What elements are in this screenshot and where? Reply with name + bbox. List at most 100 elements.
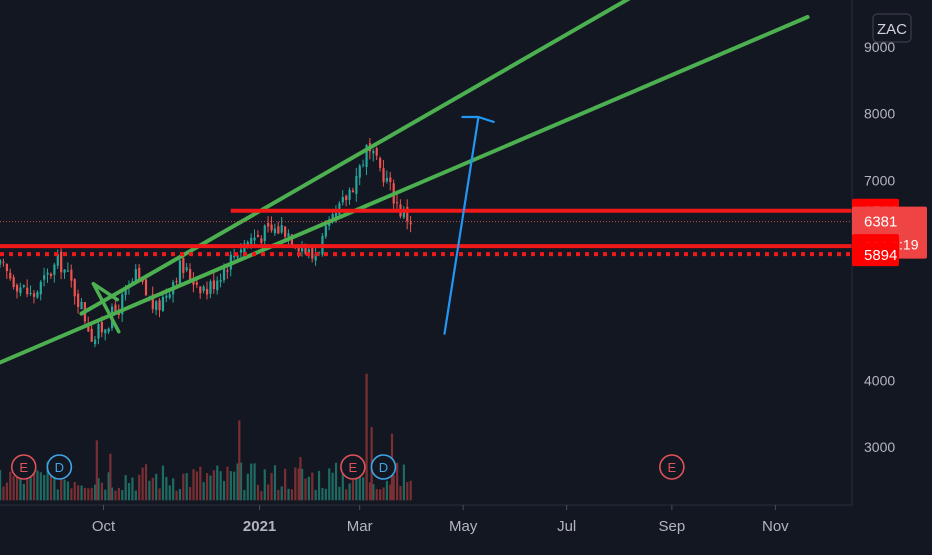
time-tick-label: 2021 bbox=[243, 518, 276, 535]
dividend-marker[interactable]: D bbox=[371, 455, 395, 479]
volume-bar bbox=[399, 486, 401, 500]
volume-bar bbox=[57, 489, 59, 500]
candle-body bbox=[257, 235, 259, 237]
volume-bar bbox=[308, 477, 310, 501]
volume-bar bbox=[165, 477, 167, 500]
candle-body bbox=[0, 260, 1, 265]
candle-body bbox=[325, 226, 327, 237]
volume-bar bbox=[13, 476, 15, 500]
candle-body bbox=[226, 270, 228, 271]
volume-bar bbox=[196, 471, 198, 500]
time-tick-label: Jul bbox=[557, 518, 576, 535]
candle-body bbox=[199, 287, 201, 294]
volume-bar bbox=[253, 463, 255, 500]
candle-body bbox=[60, 252, 62, 273]
symbol-layer[interactable]: ZAC bbox=[873, 14, 911, 42]
candle-body bbox=[298, 248, 300, 252]
volume-bar bbox=[36, 470, 38, 500]
price-axis-panel bbox=[852, 0, 932, 550]
volume-bar bbox=[287, 489, 289, 501]
candle-body bbox=[70, 270, 72, 281]
symbol-badge[interactable]: ZAC bbox=[873, 14, 911, 42]
volume-bar bbox=[189, 487, 191, 500]
earnings-marker[interactable]: E bbox=[12, 455, 36, 479]
volume-bar bbox=[406, 482, 408, 500]
candle-body bbox=[165, 296, 167, 298]
volume-bar bbox=[87, 488, 89, 500]
candle-body bbox=[352, 190, 354, 192]
candle-body bbox=[396, 202, 398, 203]
volume-bar bbox=[145, 464, 147, 500]
candle-body bbox=[6, 264, 8, 271]
volume-bar bbox=[63, 480, 65, 501]
earnings-marker[interactable]: E bbox=[341, 455, 365, 479]
volume-bar bbox=[172, 478, 174, 500]
candle-body bbox=[270, 225, 272, 231]
candle-body bbox=[155, 301, 157, 310]
candle-body bbox=[186, 267, 188, 270]
volume-bar bbox=[294, 467, 296, 500]
volume-bar bbox=[203, 482, 205, 500]
candle-body bbox=[223, 268, 225, 280]
volume-bar bbox=[304, 479, 306, 501]
volume-bar bbox=[352, 480, 354, 500]
volume-bar bbox=[220, 471, 222, 500]
volume-bar bbox=[250, 464, 252, 501]
candle-body bbox=[220, 280, 222, 282]
candle-body bbox=[386, 178, 388, 181]
volume-bar bbox=[179, 489, 181, 500]
event-label: E bbox=[349, 460, 358, 475]
volume-bar bbox=[182, 474, 184, 501]
candle-body bbox=[67, 271, 69, 272]
candle-body bbox=[182, 258, 184, 273]
candle-body bbox=[40, 282, 42, 294]
candle-body bbox=[53, 265, 55, 275]
candle-body bbox=[50, 274, 52, 276]
time-tick-label: May bbox=[449, 518, 478, 535]
candle-body bbox=[345, 196, 347, 200]
earnings-marker[interactable]: E bbox=[660, 455, 684, 479]
volume-bar bbox=[284, 469, 286, 500]
candle-body bbox=[97, 324, 99, 338]
event-label: E bbox=[19, 460, 28, 475]
candle-body bbox=[43, 275, 45, 279]
candle-body bbox=[30, 293, 32, 294]
time-tick-label: Nov bbox=[762, 518, 789, 535]
candle-body bbox=[372, 151, 374, 153]
volume-bar bbox=[175, 491, 177, 500]
volume-bar bbox=[386, 481, 388, 500]
candle-body bbox=[250, 238, 252, 244]
volume-bar bbox=[96, 440, 98, 500]
volume-bar bbox=[60, 479, 62, 501]
candle-body bbox=[203, 287, 205, 291]
candle-body bbox=[196, 282, 198, 284]
volume-bar bbox=[40, 472, 42, 500]
volume-bar bbox=[281, 486, 283, 500]
volume-bar bbox=[192, 469, 194, 500]
volume-bar bbox=[233, 472, 235, 501]
volume-bar bbox=[223, 481, 225, 500]
price-labels-layer: 6544638102:23:1960145894 bbox=[852, 199, 927, 266]
candle-body bbox=[158, 300, 160, 310]
volume-bar bbox=[121, 490, 123, 500]
candle-body bbox=[162, 297, 164, 311]
volume-bar bbox=[9, 472, 11, 501]
volume-bar bbox=[365, 374, 367, 501]
volume-bar bbox=[142, 468, 144, 501]
candle-body bbox=[179, 260, 181, 284]
volume-bar bbox=[104, 490, 106, 501]
volume-bar bbox=[349, 484, 351, 501]
volume-bar bbox=[155, 474, 157, 500]
volume-bar bbox=[382, 487, 384, 500]
volume-bar bbox=[91, 488, 93, 501]
candle-body bbox=[74, 279, 76, 296]
candle-body bbox=[2, 262, 4, 263]
volume-bar bbox=[332, 473, 334, 501]
dividend-marker[interactable]: D bbox=[47, 455, 71, 479]
volume-bar bbox=[291, 489, 293, 500]
volume-bar bbox=[376, 489, 378, 500]
candle-body bbox=[349, 190, 351, 200]
current-price-value: 6381 bbox=[864, 214, 897, 231]
